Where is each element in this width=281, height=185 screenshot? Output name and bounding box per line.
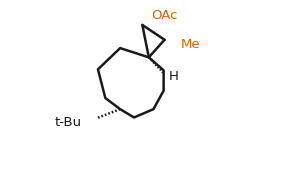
- Text: t-Bu: t-Bu: [55, 116, 82, 129]
- Text: H: H: [168, 70, 178, 83]
- Text: Me: Me: [181, 38, 201, 51]
- Text: OAc: OAc: [151, 9, 178, 22]
